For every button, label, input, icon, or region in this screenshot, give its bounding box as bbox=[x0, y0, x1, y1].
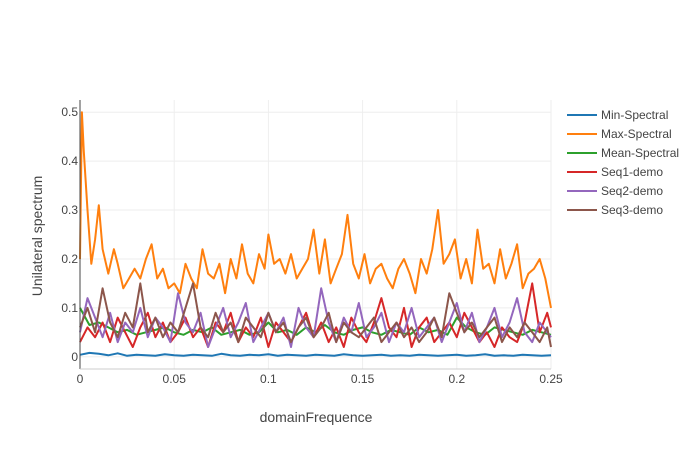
legend-label: Min-Spectral bbox=[601, 108, 668, 122]
legend-label: Max-Spectral bbox=[601, 127, 672, 141]
legend-label: Seq2-demo bbox=[601, 184, 663, 198]
series-line-seq3-demo[interactable] bbox=[79, 282, 552, 348]
legend-label: Mean-Spectral bbox=[601, 146, 679, 160]
y-tick-label: 0.3 bbox=[61, 203, 78, 217]
x-tick-label: 0.1 bbox=[260, 372, 277, 386]
legend-item-seq3-demo[interactable]: Seq3-demo bbox=[567, 203, 663, 217]
y-tick-labels: 0 0.1 0.2 0.3 0.4 0.5 bbox=[61, 105, 78, 364]
x-tick-label: 0.15 bbox=[351, 372, 375, 386]
y-tick-label: 0.4 bbox=[61, 154, 78, 168]
x-tick-label: 0 bbox=[77, 372, 84, 386]
x-tick-label: 0.25 bbox=[539, 372, 563, 386]
series-line-seq2-demo[interactable] bbox=[79, 287, 552, 348]
x-tick-label: 0.2 bbox=[448, 372, 465, 386]
legend-label: Seq1-demo bbox=[601, 165, 663, 179]
legend-label: Seq3-demo bbox=[601, 203, 663, 217]
legend[interactable]: Min-Spectral Max-Spectral Mean-Spectral Seq… bbox=[567, 108, 679, 217]
y-axis-title: Unilateral spectrum bbox=[29, 176, 45, 297]
legend-item-seq1-demo[interactable]: Seq1-demo bbox=[567, 165, 663, 179]
x-tick-label: 0.05 bbox=[163, 372, 187, 386]
legend-item-mean-spectral[interactable]: Mean-Spectral bbox=[567, 146, 679, 160]
x-axis-title: domainFrequence bbox=[260, 409, 373, 425]
y-tick-label: 0.2 bbox=[61, 252, 78, 266]
series-line-max-spectral[interactable] bbox=[79, 111, 552, 309]
legend-item-max-spectral[interactable]: Max-Spectral bbox=[567, 127, 672, 141]
y-tick-label: 0.1 bbox=[61, 301, 78, 315]
y-tick-label: 0.5 bbox=[61, 105, 78, 119]
legend-item-min-spectral[interactable]: Min-Spectral bbox=[567, 108, 668, 122]
y-tick-label: 0 bbox=[71, 350, 78, 364]
series-line-min-spectral[interactable] bbox=[79, 351, 552, 357]
x-tick-labels: 0 0.05 0.1 0.15 0.2 0.25 bbox=[77, 372, 563, 386]
axes bbox=[79, 100, 551, 370]
legend-item-seq2-demo[interactable]: Seq2-demo bbox=[567, 184, 663, 198]
series-traces bbox=[79, 111, 552, 357]
